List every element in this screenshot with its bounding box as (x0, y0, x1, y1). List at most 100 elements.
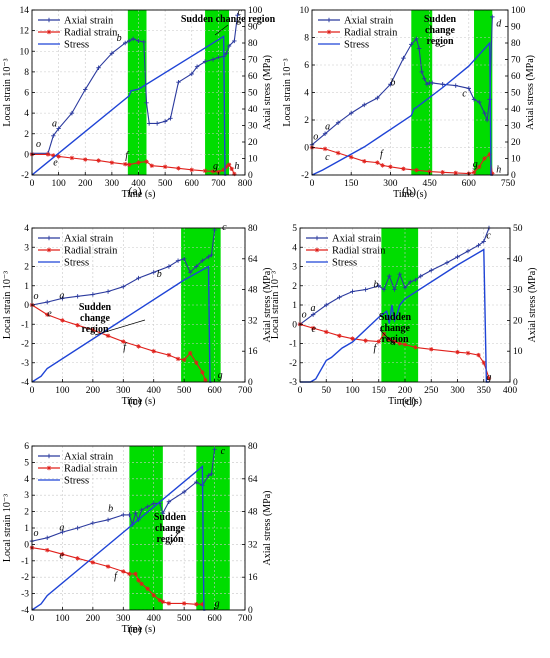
data-point-axial-strain (322, 131, 328, 136)
data-point-axial-strain (210, 57, 216, 62)
legend-entry: Radial strain (64, 28, 118, 39)
data-point-radial-strain (136, 344, 141, 349)
series-line-stress (31, 35, 227, 176)
data-point-radial-strain (363, 338, 368, 343)
data-point-axial-strain (477, 99, 482, 105)
panel-label: (e) (128, 622, 141, 636)
data-point-radial-strain (166, 352, 172, 358)
y-tick-label-left: 10 (20, 47, 30, 57)
point-label: g (218, 370, 223, 381)
data-point-axial-strain (476, 243, 481, 248)
y-tick-label-left: 0 (304, 144, 309, 154)
y-tick-label-right: 40 (511, 105, 521, 115)
y-tick-label-left: 4 (24, 475, 29, 485)
x-tick-label: 50 (322, 386, 332, 396)
data-point-axial-strain (139, 507, 144, 513)
point-label: a (59, 290, 64, 301)
data-point-radial-strain (175, 356, 181, 362)
data-point-axial-strain (349, 110, 354, 116)
x-tick-label: 250 (424, 386, 439, 396)
point-label: e (312, 324, 317, 335)
data-point-radial-strain (200, 370, 205, 375)
data-point-radial-strain (181, 357, 187, 363)
y-tick-label-right: 50 (248, 89, 258, 99)
data-point-radial-strain (487, 152, 492, 157)
legend-entry: Radial strain (64, 246, 118, 257)
point-label: a (325, 122, 330, 133)
point-label: c (325, 152, 330, 163)
data-point-axial-strain (206, 473, 211, 478)
y-tick-label-left: 2 (304, 116, 309, 126)
x-tick-label: 0 (310, 179, 315, 189)
data-point-radial-strain (226, 162, 232, 167)
data-point-axial-strain (381, 287, 387, 292)
x-tick-label: 350 (477, 386, 492, 396)
data-point-axial-strain (455, 254, 460, 260)
data-point-axial-strain (127, 512, 132, 518)
data-point-axial-strain (376, 283, 381, 288)
x-tick-label: 0 (30, 386, 35, 396)
y-tick-label-left: -2 (21, 171, 29, 181)
point-label: a (52, 119, 57, 130)
annotation-arrow (169, 529, 181, 546)
y-tick-label-left: -2 (21, 573, 29, 583)
x-tick-label: 100 (55, 386, 70, 396)
point-label: b (374, 280, 379, 291)
panel-label: (d) (402, 394, 416, 408)
data-point-radial-strain (151, 349, 156, 354)
y-tick-label-left: 3 (24, 243, 29, 253)
point-label: o (34, 528, 39, 539)
x-tick-label: 300 (116, 614, 131, 624)
y-tick-label-left: -1 (21, 320, 29, 330)
legend-marker (46, 17, 52, 23)
point-label: b (390, 78, 395, 89)
legend-entry: Radial strain (344, 28, 398, 39)
point-label: o (34, 291, 39, 302)
point-label: f (125, 151, 129, 162)
data-point-axial-strain (414, 36, 419, 42)
data-point-radial-strain (414, 167, 419, 173)
point-label: d (496, 19, 502, 30)
data-point-axial-strain (136, 275, 141, 281)
y-tick-label-right: 10 (511, 155, 521, 165)
data-point-radial-strain (490, 171, 495, 176)
annotation-text: region (156, 534, 183, 545)
point-label: c (462, 89, 467, 100)
x-axis-label: Time (s) (393, 189, 427, 200)
data-point-axial-strain (188, 270, 193, 275)
point-label: e (53, 158, 58, 169)
data-point-axial-strain (224, 51, 229, 56)
point-label: g (213, 161, 218, 172)
y-tick-label-left: 4 (24, 109, 29, 119)
y-tick-label-left: -3 (289, 378, 297, 388)
x-tick-label: 600 (207, 614, 222, 624)
y-tick-label-left: 8 (24, 68, 29, 78)
x-tick-label: 100 (52, 179, 67, 189)
point-label: f (374, 343, 378, 354)
chart-panel-4: 0 50 100 150 200 250 300 350 400-3-2-10123450102… (270, 224, 538, 408)
data-point-axial-strain (189, 71, 194, 77)
sudden-change-region-2 (474, 10, 493, 175)
data-point-axial-strain (409, 42, 414, 47)
data-point-radial-strain (429, 347, 434, 352)
data-point-radial-strain (194, 360, 199, 365)
data-point-axial-strain (105, 289, 111, 294)
data-point-radial-strain (109, 160, 115, 165)
data-point-axial-strain (83, 87, 88, 92)
data-point-axial-strain (212, 447, 217, 452)
data-point-axial-strain (160, 511, 166, 516)
y-tick-label-left: 0 (24, 150, 29, 160)
data-point-axial-strain (397, 272, 402, 277)
data-point-radial-strain (481, 360, 486, 365)
legend-marker (326, 17, 332, 23)
data-point-axial-strain (453, 83, 458, 88)
y-tick-label-left: 3 (292, 263, 297, 273)
data-point-axial-strain (121, 512, 126, 518)
annotation-text: change (425, 25, 456, 36)
data-point-radial-strain (375, 160, 380, 165)
y-tick-label-left: 0 (24, 540, 29, 550)
data-point-axial-strain (96, 65, 101, 70)
series-line-stress (311, 41, 493, 176)
data-point-axial-strain (466, 86, 471, 91)
y-tick-label-right: 60 (511, 72, 521, 82)
